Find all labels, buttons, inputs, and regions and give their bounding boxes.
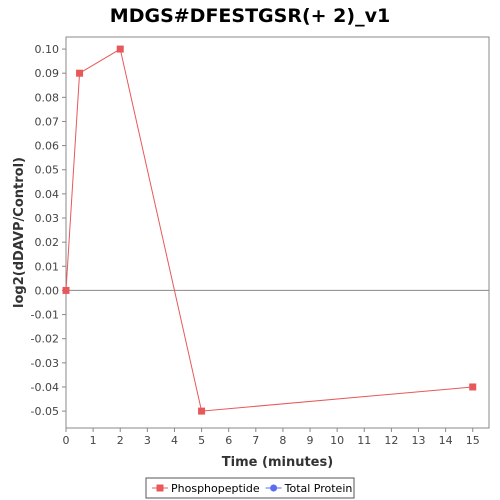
chart-title: MDGS#DFESTGSR(+ 2)_v1 (110, 5, 390, 27)
y-tick-label: 0.01 (35, 260, 60, 273)
y-tick-label: -0.04 (31, 381, 59, 394)
y-tick-label: 0.05 (35, 164, 60, 177)
y-tick-label: -0.03 (31, 357, 59, 370)
x-tick-label: 8 (279, 434, 286, 447)
y-axis: 0.10 0.09 0.08 0.07 0.06 0.05 0.04 0.03 0.02 0.01… (31, 43, 66, 418)
y-tick-label: -0.05 (31, 405, 59, 418)
x-tick-label: 12 (384, 434, 398, 447)
series-layer (62, 45, 477, 415)
data-point (76, 69, 84, 77)
legend-label: Total Protein (284, 482, 353, 495)
data-point (469, 383, 477, 391)
y-axis-label: log2(dDAVP/Control) (12, 157, 27, 308)
y-tick-label: 0.04 (35, 188, 60, 201)
legend-box (145, 477, 355, 499)
data-point (62, 286, 70, 294)
x-tick-label: 14 (439, 434, 453, 447)
legend-marker (156, 484, 164, 492)
x-tick-label: 4 (171, 434, 178, 447)
x-tick-label: 0 (63, 434, 70, 447)
y-tick-label: 0.10 (35, 43, 60, 56)
x-tick-label: 10 (330, 434, 344, 447)
x-tick-label: 7 (252, 434, 259, 447)
data-point (198, 407, 206, 415)
plot-area (65, 36, 490, 429)
legend: Phosphopeptide Total Protein (145, 477, 355, 499)
x-tick-label: 15 (466, 434, 480, 447)
x-tick-label: 11 (357, 434, 371, 447)
x-tick-label: 9 (307, 434, 314, 447)
y-tick-label: 0.08 (35, 91, 60, 104)
legend-marker (270, 484, 278, 492)
y-tick-label: -0.02 (31, 333, 59, 346)
x-axis-label: Time (minutes) (222, 455, 333, 470)
x-tick-label: 13 (412, 434, 426, 447)
x-tick-label: 3 (144, 434, 151, 447)
y-tick-label: 0.07 (35, 115, 60, 128)
y-tick-label: 0.06 (35, 140, 60, 153)
x-tick-label: 2 (117, 434, 124, 447)
data-point (116, 45, 124, 53)
y-tick-label: 0.03 (35, 212, 60, 225)
x-tick-label: 6 (225, 434, 232, 447)
x-tick-label: 1 (90, 434, 97, 447)
y-tick-label: 0.09 (35, 67, 60, 80)
x-axis: 0 1 2 3 4 5 6 7 8 9 10 11 12 13 14 15 (63, 428, 480, 447)
y-tick-label: 0.02 (35, 236, 60, 249)
x-tick-label: 5 (198, 434, 205, 447)
y-tick-label: -0.01 (31, 309, 59, 322)
legend-label: Phosphopeptide (171, 482, 260, 495)
y-tick-label: 0.00 (35, 284, 60, 297)
